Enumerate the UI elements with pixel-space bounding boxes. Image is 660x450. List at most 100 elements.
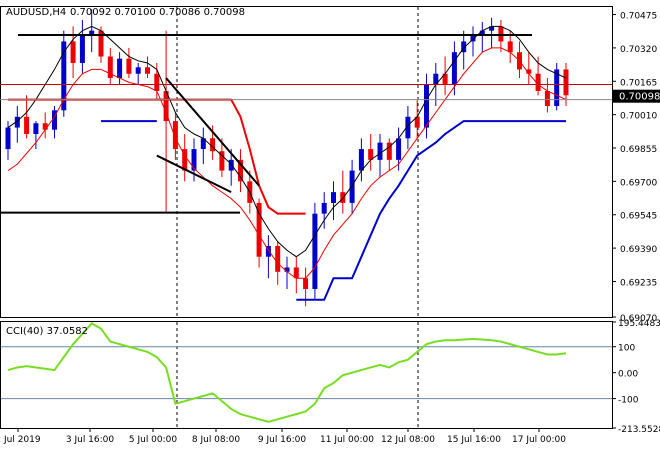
candle-body: [126, 58, 132, 74]
blue-stop-line: [296, 120, 566, 301]
candle-body: [265, 245, 271, 257]
candle-body: [405, 116, 411, 139]
candle-body: [349, 170, 355, 203]
candle-body: [340, 192, 346, 203]
candle-body: [293, 267, 299, 279]
candle-body: [89, 30, 95, 35]
candle-body: [79, 34, 85, 63]
trendline: [156, 154, 232, 194]
time-tick-label: 9 Jul 16:00: [258, 435, 307, 445]
cci-levels: [1, 322, 612, 423]
envelope-upper-line: [7, 25, 567, 258]
cci-panel: 195.4483 100 0.00 -100 -213.5528 CCI(40) 37.…: [0, 319, 660, 435]
price-panel: 0.70475 0.70320 0.70165 0.70010 0.69855 0.697…: [0, 6, 660, 324]
candle-body: [331, 192, 336, 203]
candle-body: [182, 149, 188, 171]
time-tick-label: 17 Jul 00:00: [512, 435, 566, 445]
candle-body: [377, 142, 383, 160]
candle-body: [98, 30, 104, 57]
candle-body: [256, 202, 262, 257]
candle-body: [238, 159, 243, 182]
candle-body: [489, 26, 495, 31]
cci-tick-label: -100: [618, 396, 639, 406]
price-tick-label: 0.70165: [620, 78, 657, 88]
candle-body: [424, 84, 429, 128]
candle-body: [312, 213, 318, 290]
time-tick-label: 8 Jul 08:00: [192, 435, 241, 445]
candle-body: [135, 67, 141, 74]
time-axis: 2 Jul 2019 3 Jul 16:00 5 Jul 00:00 8 Jul 08…: [0, 428, 566, 445]
candle-body: [461, 41, 467, 53]
candle-body: [24, 116, 30, 135]
candle-body: [33, 123, 39, 135]
candle-body: [163, 90, 169, 122]
time-tick-label: 15 Jul 16:00: [447, 435, 501, 445]
price-axis: 0.70475 0.70320 0.70165 0.70010 0.69855 0.697…: [612, 12, 657, 324]
cci-tick-label: 195.4483: [618, 319, 660, 329]
price-tick-label: 0.69235: [620, 278, 657, 288]
candle-body: [358, 149, 364, 171]
price-overlays: [0, 25, 612, 301]
cci-line: [7, 322, 567, 423]
time-tick-label: 3 Jul 16:00: [66, 435, 115, 445]
candle-body: [70, 41, 76, 63]
ohlc-label: 0.70092 0.70100 0.70086 0.70098: [70, 7, 245, 18]
candle-body: [284, 267, 290, 272]
candle-body: [42, 123, 48, 130]
candle-body: [498, 26, 504, 42]
price-tick-label: 0.70010: [620, 112, 657, 122]
candle-body: [321, 202, 327, 214]
current-price-marker: 0.70098: [613, 89, 660, 103]
candle-body: [52, 110, 57, 130]
candle-body: [275, 245, 281, 272]
candle-body: [61, 41, 67, 111]
symbol-title: AUDUSD,H4: [6, 7, 66, 18]
current-price-box: [613, 89, 660, 103]
candle-body: [442, 73, 448, 85]
price-tick-label: 0.69545: [620, 212, 657, 222]
cci-panel-frame: [0, 321, 613, 429]
cci-tick-label: -213.5528: [618, 425, 660, 435]
candle-body: [145, 67, 150, 74]
price-tick-label: 0.69070: [620, 314, 657, 324]
candle-body: [172, 121, 178, 150]
candle-body: [526, 69, 532, 74]
candle-body: [433, 73, 439, 85]
candle-body: [470, 34, 476, 42]
candle-body: [544, 90, 550, 107]
candle-body: [479, 30, 485, 35]
candle-body: [396, 138, 402, 160]
candle-body: [563, 69, 569, 96]
candle-body: [451, 52, 457, 85]
candle-body: [507, 41, 513, 53]
current-price-label: 0.70098: [619, 92, 660, 103]
time-tick-label: 11 Jul 00:00: [320, 435, 374, 445]
candle-body: [14, 116, 20, 128]
candle-body: [414, 116, 420, 128]
candle-body: [117, 58, 123, 79]
time-tick-label: 2 Jul 2019: [0, 435, 41, 445]
cci-axis: 195.4483 100 0.00 -100 -213.5528: [612, 319, 660, 435]
price-dashed-vertical-lines: [176, 7, 419, 317]
price-tick-label: 0.69390: [620, 245, 657, 255]
cci-tick-label: 100: [618, 344, 635, 354]
candle-body: [386, 142, 392, 160]
candle-body: [219, 151, 225, 171]
time-tick-label: 5 Jul 00:00: [129, 435, 178, 445]
candle-body: [200, 138, 206, 150]
envelope-lower-line: [7, 47, 567, 279]
time-tick-label: 12 Jul 08:00: [381, 435, 435, 445]
candle-body: [554, 69, 560, 107]
candle-body: [228, 159, 234, 171]
candle-body: [535, 73, 541, 91]
price-tick-label: 0.69700: [620, 178, 657, 188]
candle-body: [191, 149, 197, 171]
cci-label: CCI(40) 37.0582: [6, 326, 88, 337]
price-tick-label: 0.69855: [620, 145, 657, 155]
candle-body: [303, 278, 309, 290]
candle-body: [107, 56, 113, 79]
price-tick-label: 0.70320: [620, 45, 657, 55]
candle-body: [368, 149, 374, 160]
cci-tick-label: 0.00: [618, 370, 638, 380]
